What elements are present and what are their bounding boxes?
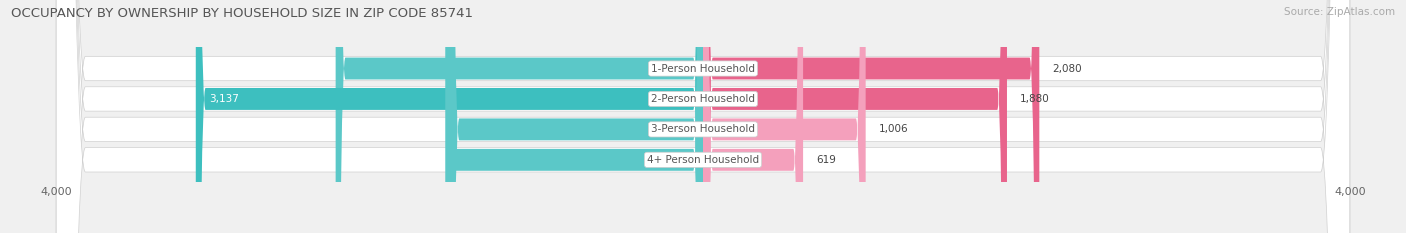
Text: 1,594: 1,594 <box>654 155 683 165</box>
FancyBboxPatch shape <box>450 0 703 233</box>
FancyBboxPatch shape <box>703 0 1039 233</box>
FancyBboxPatch shape <box>703 0 1007 233</box>
FancyBboxPatch shape <box>56 0 1350 233</box>
FancyBboxPatch shape <box>703 0 866 233</box>
FancyBboxPatch shape <box>56 0 1350 233</box>
Text: Source: ZipAtlas.com: Source: ZipAtlas.com <box>1284 7 1395 17</box>
Text: 2-Person Household: 2-Person Household <box>651 94 755 104</box>
Text: 3,137: 3,137 <box>208 94 239 104</box>
Text: 2,272: 2,272 <box>654 64 683 74</box>
FancyBboxPatch shape <box>703 0 803 233</box>
FancyBboxPatch shape <box>446 0 703 233</box>
Text: 2,080: 2,080 <box>1052 64 1081 74</box>
Text: 1,568: 1,568 <box>654 124 683 134</box>
Text: 4+ Person Household: 4+ Person Household <box>647 155 759 165</box>
FancyBboxPatch shape <box>56 0 1350 233</box>
Text: 1-Person Household: 1-Person Household <box>651 64 755 74</box>
Text: 3-Person Household: 3-Person Household <box>651 124 755 134</box>
FancyBboxPatch shape <box>336 0 703 233</box>
FancyBboxPatch shape <box>56 0 1350 233</box>
Text: 1,880: 1,880 <box>1019 94 1050 104</box>
Text: 619: 619 <box>815 155 837 165</box>
Text: OCCUPANCY BY OWNERSHIP BY HOUSEHOLD SIZE IN ZIP CODE 85741: OCCUPANCY BY OWNERSHIP BY HOUSEHOLD SIZE… <box>11 7 474 20</box>
Text: 1,006: 1,006 <box>879 124 908 134</box>
FancyBboxPatch shape <box>195 0 703 233</box>
